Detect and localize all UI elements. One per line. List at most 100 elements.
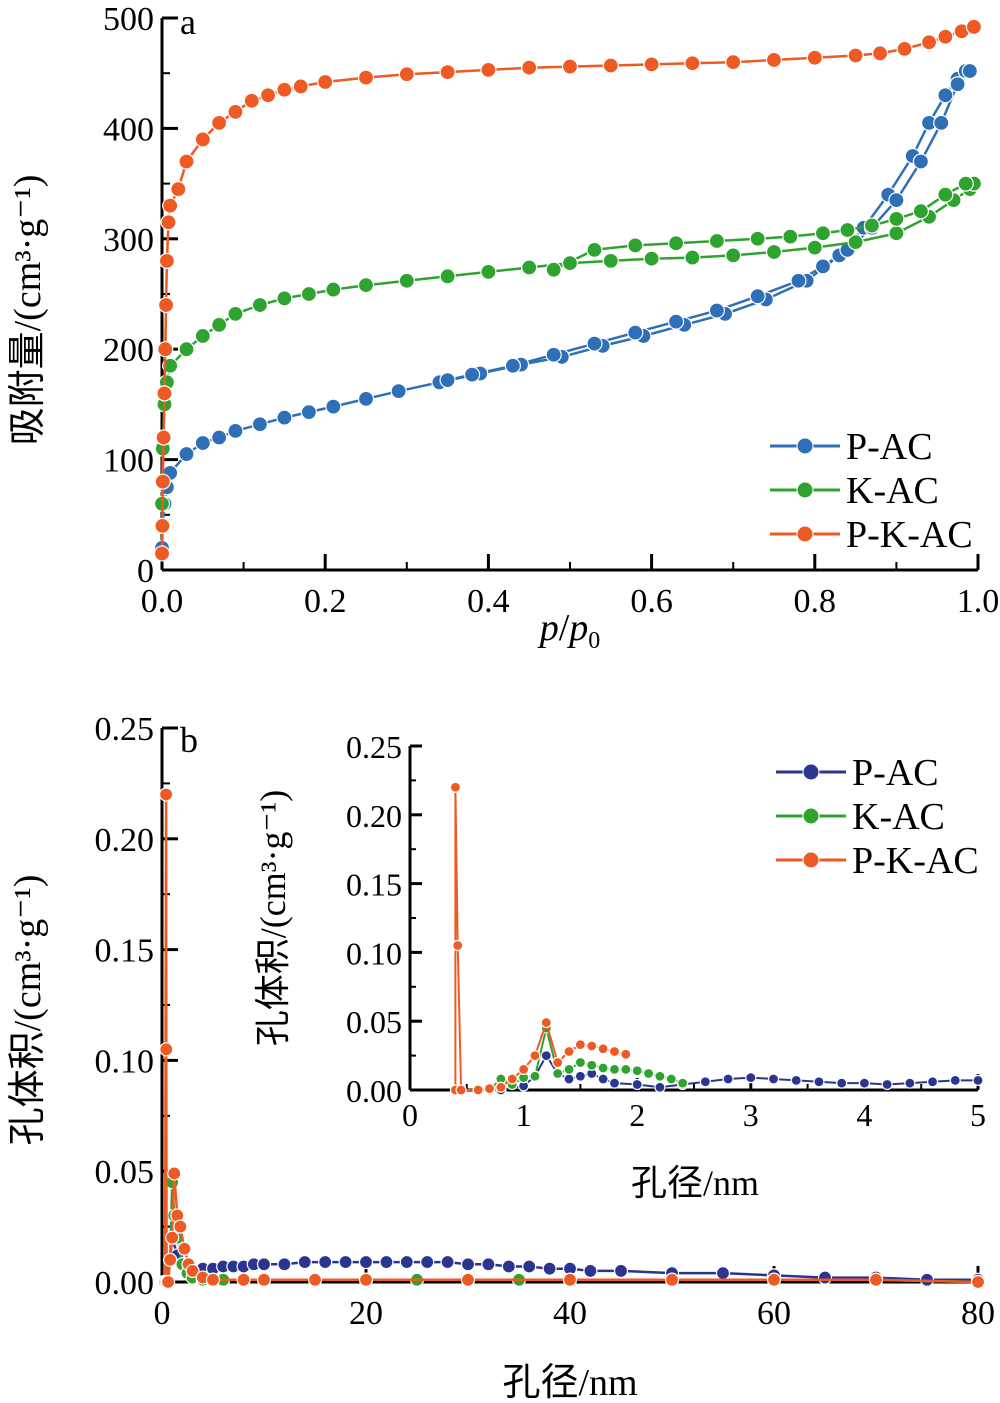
panel-a-point-k-ac bbox=[708, 232, 725, 250]
panel-a-x-tick-label: 0.2 bbox=[304, 583, 347, 620]
panel-b-point-p-k-ac bbox=[159, 1042, 174, 1057]
panel-b-point-p-ac bbox=[542, 1261, 557, 1276]
inset-x-tick-label: 4 bbox=[856, 1097, 872, 1133]
panel-a-point-p-k-ac bbox=[153, 545, 171, 562]
inset-point-p-k-ac bbox=[552, 1056, 564, 1069]
panel-a-point-k-ac bbox=[782, 228, 799, 245]
panel-a-point-p-k-ac bbox=[160, 214, 177, 231]
inset-x-tick-label: 5 bbox=[970, 1097, 986, 1133]
panel-a-point-k-ac bbox=[194, 327, 211, 345]
panel-a-point-p-k-ac bbox=[806, 49, 823, 66]
panel-a-point-p-ac bbox=[790, 272, 807, 289]
panel-a-point-p-ac bbox=[949, 76, 966, 93]
panel-a-point-p-k-ac bbox=[561, 58, 579, 75]
inset-y-tick-label: 0.20 bbox=[346, 798, 402, 834]
inset-point-p-k-ac bbox=[540, 1016, 552, 1029]
panel-b-legend-marker bbox=[802, 807, 820, 825]
panel-a-point-p-ac bbox=[390, 383, 407, 400]
panel-a-point-k-ac bbox=[725, 247, 742, 264]
panel-a-point-k-ac bbox=[357, 277, 375, 294]
panel-a-point-p-ac bbox=[463, 366, 481, 383]
inset-point-p-ac bbox=[699, 1076, 711, 1088]
panel-a-point-p-k-ac bbox=[157, 296, 175, 314]
inset-point-k-ac bbox=[665, 1073, 677, 1085]
panel-b-point-p-ac bbox=[358, 1254, 374, 1270]
panel-b-point-p-k-ac bbox=[562, 1272, 578, 1287]
panel-b-point-p-k-ac bbox=[460, 1272, 476, 1287]
panel-b-x-tick-label: 40 bbox=[553, 1295, 587, 1332]
panel-a-point-k-ac bbox=[814, 225, 832, 242]
panel-a-point-p-k-ac bbox=[896, 40, 913, 58]
inset-point-k-ac bbox=[586, 1059, 598, 1071]
panel-b-point-p-ac bbox=[256, 1257, 272, 1272]
panel-a-point-p-ac bbox=[749, 288, 766, 305]
panel-b-y-tick-label: 0.15 bbox=[95, 933, 155, 970]
panel-b-point-p-ac bbox=[613, 1263, 629, 1279]
panel-a-point-k-ac bbox=[480, 263, 497, 281]
panel-a-point-k-ac bbox=[561, 254, 579, 272]
panel-b-point-p-k-ac bbox=[185, 1263, 200, 1279]
inset-x-tick-label: 1 bbox=[516, 1097, 532, 1133]
panel-a-point-p-ac bbox=[814, 258, 832, 275]
inset-point-p-k-ac bbox=[506, 1073, 518, 1085]
panel-a-point-p-k-ac bbox=[937, 28, 954, 45]
inset-x-tick-label: 2 bbox=[629, 1097, 645, 1133]
panel-a-point-p-k-ac bbox=[725, 54, 742, 71]
panel-a-x-tick-label: 0.6 bbox=[630, 583, 673, 620]
panel-a-point-p-ac bbox=[667, 313, 685, 330]
panel-a-isotherm-chart: 0.0 0.2 0.4 0.6 0.8 1.0 0 100 200 300 400 500 a 吸附量… bbox=[7, 1, 999, 654]
inset-y-tick-label: 0.25 bbox=[346, 729, 402, 765]
panel-a-point-p-ac bbox=[937, 87, 954, 104]
inset-point-p-ac bbox=[926, 1076, 939, 1088]
panel-b-point-p-ac bbox=[481, 1257, 496, 1272]
inset-point-p-ac bbox=[608, 1077, 621, 1089]
panel-a-legend-marker bbox=[796, 481, 814, 499]
panel-a-point-p-ac bbox=[708, 302, 725, 319]
panel-a-point-k-ac bbox=[178, 341, 195, 358]
inset-point-p-ac bbox=[597, 1073, 609, 1085]
panel-b-point-p-ac bbox=[460, 1257, 476, 1272]
inset-point-k-ac bbox=[529, 1070, 541, 1082]
panel-b-point-p-k-ac bbox=[165, 1230, 180, 1245]
panel-a-x-tick-label: 0.0 bbox=[141, 583, 184, 620]
panel-a-point-p-k-ac bbox=[157, 341, 174, 358]
panel-a-axes: 0.0 0.2 0.4 0.6 0.8 1.0 0 100 200 300 400 500 bbox=[103, 1, 999, 620]
panel-a-point-p-ac bbox=[933, 114, 950, 131]
panel-a-point-p-k-ac bbox=[871, 45, 889, 62]
panel-a-point-p-k-ac bbox=[965, 18, 983, 35]
panel-a-point-k-ac bbox=[912, 203, 929, 220]
panel-a-point-k-ac bbox=[957, 175, 974, 192]
panel-a-y-axis-label: 吸附量/(cm³·g⁻¹) bbox=[7, 175, 49, 446]
panel-a-point-p-ac bbox=[504, 357, 521, 374]
inset-point-p-k-ac bbox=[563, 1045, 575, 1058]
panel-b-legend-marker bbox=[802, 763, 820, 781]
panel-a-point-p-k-ac bbox=[643, 56, 660, 73]
x-label-p: p bbox=[537, 607, 559, 649]
inset-point-k-ac bbox=[597, 1062, 609, 1074]
panel-b-legend-marker bbox=[802, 851, 820, 869]
inset-y-tick-label: 0.05 bbox=[346, 1004, 402, 1040]
panel-a-point-k-ac bbox=[251, 296, 269, 314]
inset-point-p-ac bbox=[745, 1072, 757, 1084]
inset-point-p-ac bbox=[858, 1077, 871, 1089]
panel-b-point-p-k-ac bbox=[970, 1274, 986, 1290]
panel-a-point-k-ac bbox=[586, 241, 603, 258]
inset-series bbox=[449, 781, 984, 1096]
inset-point-k-ac bbox=[608, 1063, 621, 1075]
x-label-p0: p bbox=[566, 607, 588, 649]
panel-a-point-p-ac bbox=[357, 390, 375, 407]
panel-a-point-p-ac bbox=[251, 416, 269, 433]
panel-b-pore-distribution-chart: 0 20 40 60 800.000.050.100.150.200.25 b 孔体积/… bbox=[7, 711, 995, 1403]
panel-b-point-p-k-ac bbox=[163, 1252, 178, 1267]
panel-a-point-k-ac bbox=[211, 316, 228, 334]
panel-a-point-p-ac bbox=[888, 192, 905, 209]
panel-a-point-k-ac bbox=[839, 221, 856, 239]
panel-b-y-tick-label: 0.05 bbox=[95, 1154, 155, 1191]
panel-a-point-k-ac bbox=[439, 268, 456, 285]
panel-a-x-tick-label: 0.8 bbox=[794, 583, 837, 620]
panel-a-point-p-k-ac bbox=[357, 69, 375, 86]
panel-a-point-p-k-ac bbox=[292, 78, 309, 95]
panel-b-point-p-k-ac bbox=[167, 1166, 182, 1181]
panel-b-point-p-ac bbox=[297, 1254, 312, 1270]
x-label-separator: / bbox=[559, 607, 570, 649]
